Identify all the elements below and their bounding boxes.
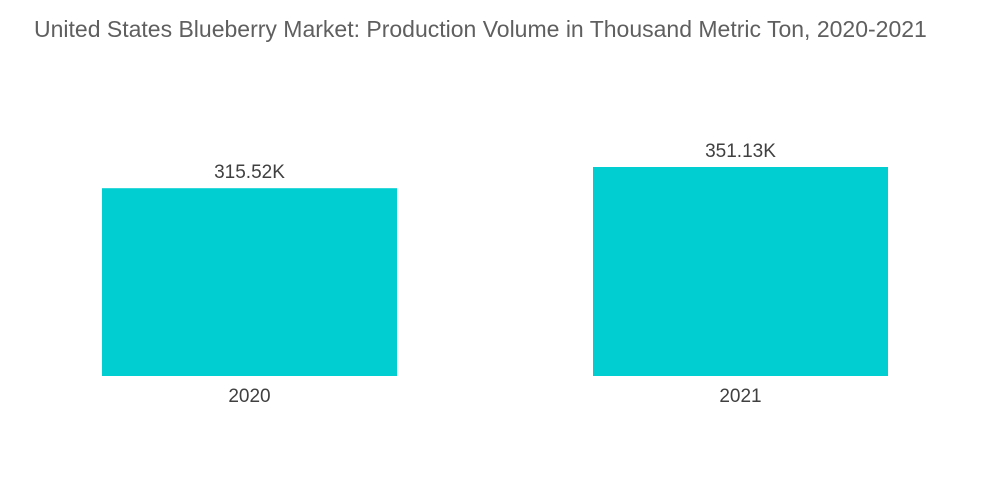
chart-title: United States Blueberry Market: Producti… [34,16,927,42]
plot-area: 315.52K 2020 351.13K 2021 [102,141,888,407]
data-label-2021: 351.13K [705,141,776,162]
x-tick-label-2021: 2021 [719,386,761,407]
bar-2020 [102,188,397,376]
data-label-2020: 315.52K [214,162,285,183]
x-tick-label-2020: 2020 [228,386,270,407]
bar-2021 [593,167,888,376]
